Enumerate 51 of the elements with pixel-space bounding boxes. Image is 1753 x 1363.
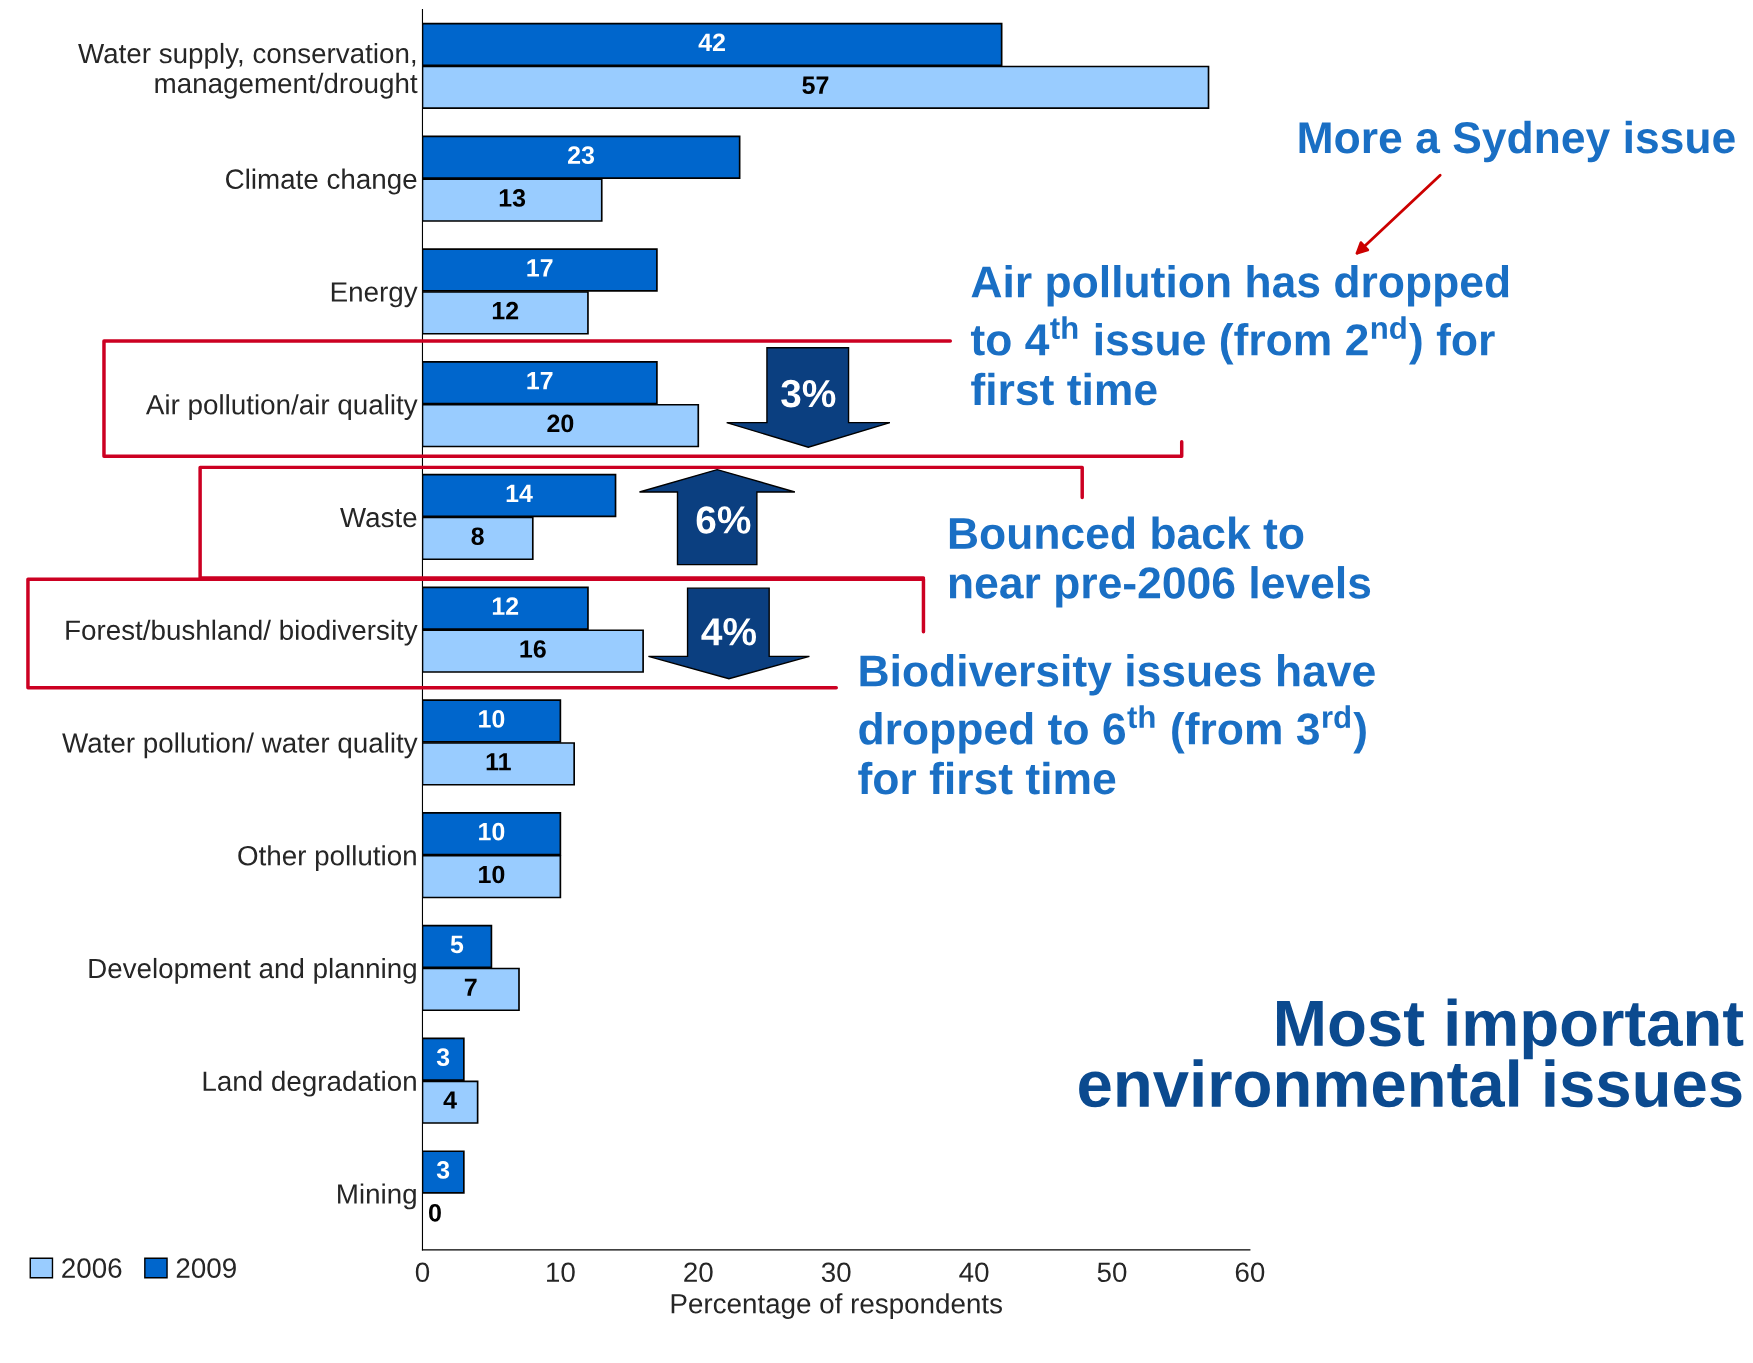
data-label: 17 xyxy=(527,259,553,277)
y-tick-label: Energy xyxy=(331,282,418,308)
data-label: 8 xyxy=(471,527,484,546)
annotation: 3% xyxy=(781,379,836,408)
data-label: 10 xyxy=(479,710,505,728)
y-tick-label: Forest/bushland/ biodiversity xyxy=(66,619,418,646)
legend-label: 2009 xyxy=(176,1258,236,1278)
y-tick-label: Waste xyxy=(340,507,417,528)
x-tick-label: 50 xyxy=(1097,1262,1127,1283)
y-tick-label: Air pollution/air quality xyxy=(145,394,418,421)
y-tick-label: Water supply, conservation, management/drought xyxy=(78,42,418,99)
data-label: 3 xyxy=(436,1161,450,1179)
data-label: 23 xyxy=(568,146,595,164)
y-tick-label: Mining xyxy=(338,1183,416,1210)
data-label: 14 xyxy=(506,484,533,502)
data-label: 16 xyxy=(520,640,546,658)
data-label: 5 xyxy=(450,935,464,954)
text: Most important environmental issues xyxy=(1079,998,1744,1108)
y-tick-label: Climate change xyxy=(226,168,417,195)
data-label: 4 xyxy=(443,1091,457,1109)
text: Air pollution has dropped to 4$^{th}$ issue (from 2$^{nd}$) for first time xyxy=(970,265,1509,406)
text: More a Sydney issue xyxy=(1299,120,1735,163)
text: Biodiversity issues have dropped to 6$^{th}$ (from 3$^{rd}$) for first time xyxy=(858,654,1375,795)
x-tick-label: 40 xyxy=(959,1262,989,1283)
data-label: 13 xyxy=(499,189,526,207)
data-label: 17 xyxy=(527,372,553,390)
y-tick-label: Other pollution xyxy=(238,845,416,872)
data-label: 0 xyxy=(429,1203,441,1222)
x-tick-label: 60 xyxy=(1235,1262,1265,1283)
data-label: 57 xyxy=(802,76,829,95)
y-tick-label: Development and planning xyxy=(89,957,416,984)
annotation: Bounced back to near pre-2006 levels xyxy=(949,516,1371,608)
data-label: 7 xyxy=(464,978,477,996)
annotation: 6% xyxy=(696,506,751,534)
data-label: 3 xyxy=(436,1048,450,1067)
annotation: 4% xyxy=(701,618,756,646)
legend-label: 2006 xyxy=(62,1258,122,1278)
x-tick-label: 0 xyxy=(415,1262,430,1283)
data-label: 42 xyxy=(698,33,725,51)
x-tick-label: 20 xyxy=(684,1262,713,1283)
x-tick-label: 10 xyxy=(547,1262,575,1283)
data-label: 11 xyxy=(486,753,511,771)
x-tick-label: 30 xyxy=(821,1262,851,1283)
data-label: 12 xyxy=(492,301,519,320)
data-label: 12 xyxy=(492,597,519,615)
y-tick-label: Water pollution/ water quality xyxy=(62,732,418,759)
data-label: 10 xyxy=(479,865,505,884)
x-axis-title: Percentage of respondents xyxy=(671,1293,1002,1320)
data-label: 20 xyxy=(547,414,574,433)
y-tick-label: Land degradation xyxy=(203,1070,416,1097)
data-label: 10 xyxy=(479,822,505,841)
